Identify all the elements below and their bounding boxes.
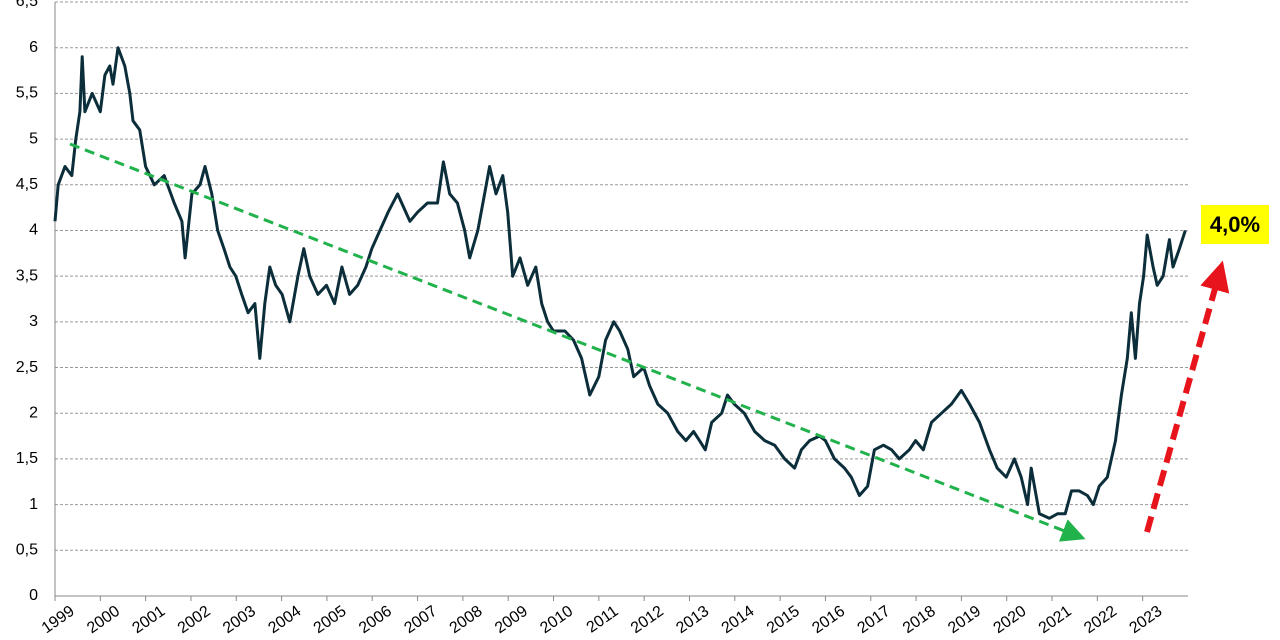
- x-tick-label: 2007: [401, 603, 440, 637]
- x-tick-label: 1999: [39, 603, 78, 637]
- x-tick-label: 2018: [900, 603, 939, 637]
- series-line: [53, 46, 1187, 520]
- x-tick-label: 2009: [492, 603, 531, 637]
- y-tick-label: 3,5: [16, 267, 38, 284]
- y-tick-label: 0,5: [16, 542, 38, 559]
- annotation-box: [1201, 205, 1269, 244]
- grid: [55, 1, 1188, 597]
- x-tick-label: 2000: [84, 603, 123, 637]
- x-tick-label: 2021: [1036, 603, 1075, 637]
- trend-arrow: [69, 142, 1086, 542]
- x-tick-label: 2002: [175, 603, 214, 637]
- x-tick-label: 2006: [356, 603, 395, 637]
- x-tick-label: 2012: [628, 603, 667, 637]
- x-tick-label: 2010: [537, 603, 576, 637]
- x-tick-label: 2005: [311, 603, 350, 637]
- y-tick-label: 0: [29, 587, 38, 604]
- y-tick-label: 2: [29, 404, 38, 421]
- x-tick-label: 2019: [945, 603, 984, 637]
- x-tick-label: 2004: [265, 603, 304, 637]
- x-tick-label: 2017: [855, 603, 894, 637]
- x-tick-label: 2014: [719, 603, 758, 637]
- y-tick-label: 4,5: [16, 176, 38, 193]
- x-tick-label: 2015: [764, 603, 803, 637]
- x-tick-label: 2016: [809, 603, 848, 637]
- y-tick-label: 5,5: [16, 85, 38, 102]
- y-tick-label: 3: [29, 313, 38, 330]
- y-tick-label: 5: [29, 130, 38, 147]
- x-tick-label: 2023: [1126, 603, 1165, 637]
- y-tick-label: 4: [29, 222, 38, 239]
- plot: [53, 46, 1187, 520]
- y-tick-label: 6: [29, 39, 38, 56]
- x-tick-label: 2011: [584, 603, 622, 637]
- rise-arrow: [1144, 260, 1230, 533]
- x-tick-label: 2013: [673, 603, 712, 637]
- x-tick-label: 2001: [129, 603, 168, 637]
- x-tick-label: 2022: [1081, 603, 1120, 637]
- x-tick-label: 2020: [991, 603, 1030, 637]
- y-tick-label: 1: [29, 496, 38, 513]
- x-tick-label: 2003: [220, 603, 259, 637]
- x-tick-label: 2008: [447, 603, 486, 637]
- y-tick-label: 6,5: [16, 0, 38, 10]
- annotation: 4,0%: [1210, 212, 1260, 237]
- y-tick-label: 1,5: [16, 450, 38, 467]
- y-tick-label: 2,5: [16, 359, 38, 376]
